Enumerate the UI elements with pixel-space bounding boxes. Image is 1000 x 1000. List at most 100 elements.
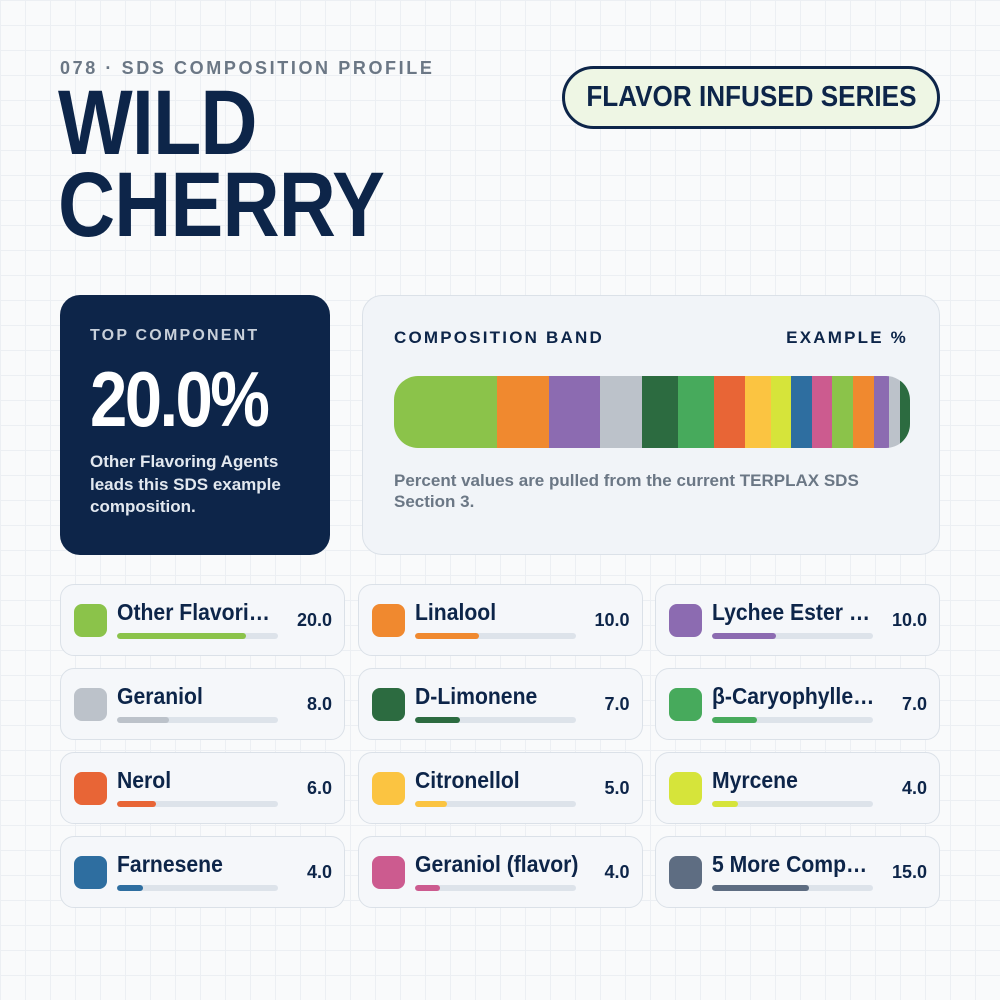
component-value: 10.0	[594, 610, 630, 630]
component-bar-track	[414, 717, 576, 723]
component-bar	[712, 801, 738, 807]
component-bar-track	[414, 885, 576, 891]
component-bar	[414, 633, 479, 639]
component-value: 6.0	[306, 778, 332, 798]
component-value: 4.0	[306, 862, 332, 882]
component-value: 15.0	[891, 862, 927, 882]
component-bar	[117, 633, 246, 639]
component-swatch	[371, 604, 405, 637]
component-value: 7.0	[604, 694, 630, 714]
component-grid: Other Flavorin… 20.0 Linalool 10.0 Lychee Es…	[60, 584, 940, 908]
band-segment	[548, 376, 601, 448]
component-card: Linalool 10.0	[357, 584, 643, 656]
component-swatch	[371, 688, 405, 721]
component-bar-track	[117, 633, 278, 639]
composition-band-example-label: EXAMPLE %	[786, 328, 908, 347]
component-bar	[117, 801, 156, 807]
product-title-line-2: CHERRY	[58, 154, 385, 256]
component-name: Linalool	[414, 599, 496, 625]
band-segment	[394, 376, 498, 448]
component-bar-track	[414, 633, 576, 639]
profile-eyebrow: 078 · SDS COMPOSITION PROFILE	[60, 58, 435, 78]
component-card: Lychee Ester B… 10.0	[655, 584, 940, 656]
component-swatch	[669, 604, 702, 637]
band-segment	[791, 376, 812, 448]
component-name: Farnesene	[117, 851, 223, 877]
component-name: Nerol	[117, 767, 172, 793]
top-component-description: Other Flavoring Agents leads this SDS ex…	[90, 452, 281, 516]
band-segment	[677, 376, 714, 448]
component-card: Geraniol 8.0	[60, 668, 345, 740]
composition-band-note: Percent values are pulled from the curre…	[394, 471, 859, 511]
component-bar-track	[712, 717, 873, 723]
component-card: β-Caryophyllene 7.0	[655, 668, 940, 740]
component-swatch	[74, 772, 107, 805]
component-swatch	[74, 688, 107, 721]
component-card: D-Limonene 7.0	[357, 668, 643, 740]
component-swatch	[669, 856, 702, 889]
component-bar-track	[117, 885, 278, 891]
band-segment	[744, 376, 771, 448]
series-badge-label: FLAVOR INFUSED SERIES	[585, 81, 917, 113]
component-bar-track	[117, 717, 278, 723]
component-swatch	[669, 688, 702, 721]
component-bar	[712, 885, 809, 891]
band-segment	[641, 376, 678, 448]
composition-band-card: COMPOSITION BAND EXAMPLE % Percent value…	[362, 295, 940, 555]
component-bar-track	[712, 633, 873, 639]
component-value: 7.0	[901, 694, 927, 714]
band-segment	[811, 376, 833, 448]
component-card: Citronellol 5.0	[357, 752, 643, 824]
component-bar-track	[117, 801, 278, 807]
band-segment	[497, 376, 549, 448]
component-name: Lychee Ester B…	[712, 599, 876, 625]
component-name: β-Caryophyllene	[712, 683, 876, 709]
component-swatch	[371, 772, 405, 805]
component-card: Other Flavorin… 20.0	[60, 584, 345, 656]
component-value: 8.0	[306, 694, 332, 714]
top-component-value: 20.0%	[90, 355, 270, 443]
component-bar	[117, 717, 169, 723]
component-name: Geraniol	[117, 683, 203, 709]
component-bar	[117, 885, 143, 891]
component-bar	[712, 633, 777, 639]
component-name: Citronellol	[414, 767, 520, 793]
series-badge: FLAVOR INFUSED SERIES	[562, 66, 940, 129]
component-name: Myrcene	[712, 767, 798, 793]
composition-band-title: COMPOSITION BAND	[394, 328, 604, 347]
component-card: Nerol 6.0	[60, 752, 345, 824]
component-name: 5 More Compo…	[712, 851, 876, 877]
component-name: Geraniol (flavor)	[414, 851, 578, 877]
component-swatch	[74, 856, 107, 889]
band-segment	[873, 376, 890, 448]
component-card: 5 More Compo… 15.0	[655, 836, 940, 908]
band-segment	[713, 376, 745, 448]
band-segment	[889, 376, 900, 448]
component-value: 4.0	[901, 778, 927, 798]
component-swatch	[669, 772, 702, 805]
band-segment	[600, 376, 642, 448]
top-component-card: TOP COMPONENT 20.0% Other Flavoring Agen…	[60, 295, 330, 555]
component-bar-track	[712, 801, 873, 807]
top-component-label: TOP COMPONENT	[90, 327, 260, 344]
component-card: Geraniol (flavor) 4.0	[357, 836, 643, 908]
component-swatch	[371, 856, 405, 889]
band-segment	[832, 376, 854, 448]
component-bar	[414, 801, 447, 807]
product-title: WILD CHERRY	[58, 77, 385, 256]
component-bar	[414, 885, 441, 891]
component-card: Farnesene 4.0	[60, 836, 345, 908]
component-name: D-Limonene	[414, 683, 537, 709]
band-segment	[899, 376, 910, 448]
component-value: 4.0	[604, 862, 630, 882]
component-swatch	[74, 604, 107, 637]
component-bar-track	[414, 801, 576, 807]
band-segment	[770, 376, 792, 448]
band-segment	[853, 376, 874, 448]
component-card: Myrcene 4.0	[655, 752, 940, 824]
component-bar-track	[712, 885, 873, 891]
component-value: 5.0	[604, 778, 630, 798]
component-value: 10.0	[891, 610, 927, 630]
component-bar	[414, 717, 460, 723]
component-value: 20.0	[296, 610, 332, 630]
